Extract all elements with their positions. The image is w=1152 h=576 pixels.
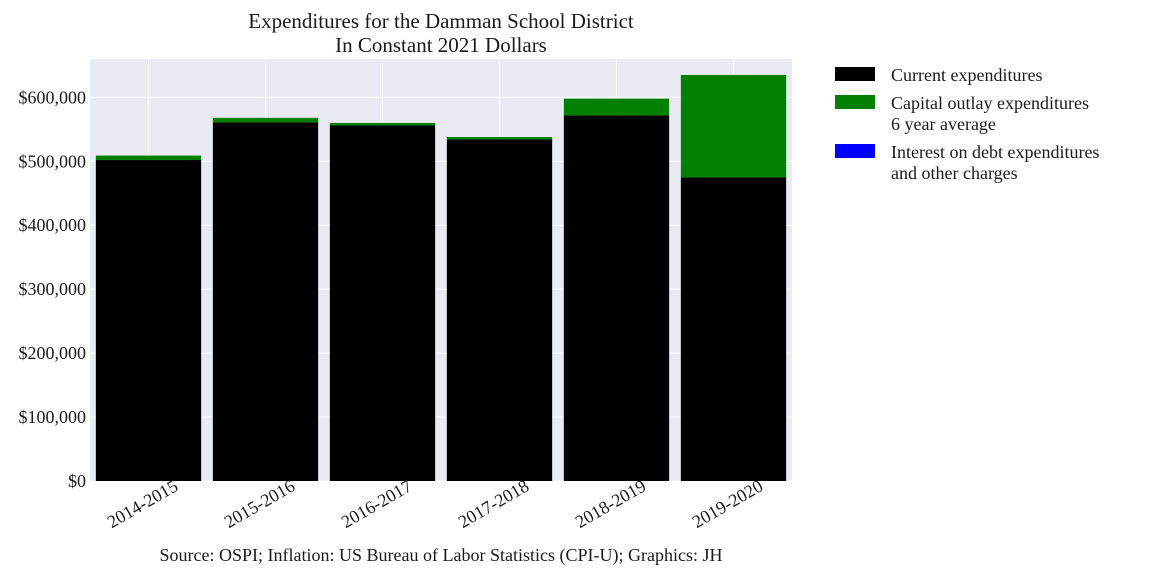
chart-subtitle: In Constant 2021 Dollars — [335, 33, 547, 57]
y-tick-label: $100,000 — [19, 407, 87, 427]
bar-segment-current — [680, 177, 787, 481]
x-tick-label: 2017-2018 — [455, 476, 533, 532]
legend-swatch — [835, 144, 875, 158]
legend-label: Capital outlay expenditures 6 year averag… — [891, 93, 1089, 134]
y-tick-label: $200,000 — [19, 343, 87, 363]
bars — [95, 74, 787, 482]
x-tick-label: 2019-2020 — [689, 476, 767, 532]
y-tick-label: $500,000 — [19, 151, 87, 171]
y-tick-label: $400,000 — [19, 215, 87, 235]
legend-label: Interest on debt expenditures and other c… — [891, 142, 1099, 183]
bar-segment-current — [446, 139, 553, 481]
x-tick-label: 2014-2015 — [104, 476, 182, 532]
bar-segment-current — [95, 160, 202, 482]
legend: Current expenditures Capital outlay expen… — [835, 65, 1099, 183]
y-tick-label: $300,000 — [19, 279, 87, 299]
x-axis: 2014-2015 2015-2016 2016-2017 2017-2018 2018… — [104, 476, 767, 532]
bar-segment-capital — [212, 117, 319, 123]
bar-segment-current — [329, 125, 436, 481]
bar-segment-capital — [680, 74, 787, 178]
legend-swatch — [835, 95, 875, 109]
source-note: Source: OSPI; Inflation: US Bureau of La… — [160, 545, 723, 566]
chart-title: Expenditures for the Damman School Distr… — [248, 9, 634, 33]
y-tick-label: $600,000 — [19, 87, 87, 107]
bar-segment-current — [212, 122, 319, 482]
legend-label: Current expenditures — [891, 65, 1042, 85]
legend-swatch — [835, 67, 875, 81]
bar-segment-capital — [95, 155, 202, 161]
bar-segment-current — [563, 115, 670, 482]
plot-background — [90, 59, 792, 481]
bar-segment-capital — [446, 137, 553, 140]
y-axis: $0 $100,000 $200,000 $300,000 $400,000 $500,0… — [19, 87, 87, 491]
x-tick-label: 2016-2017 — [338, 476, 416, 532]
bar-segment-capital — [563, 98, 670, 116]
x-tick-label: 2018-2019 — [572, 476, 650, 532]
bar-segment-capital — [329, 122, 436, 126]
x-tick-label: 2015-2016 — [221, 476, 299, 532]
y-tick-label: $0 — [68, 471, 86, 491]
